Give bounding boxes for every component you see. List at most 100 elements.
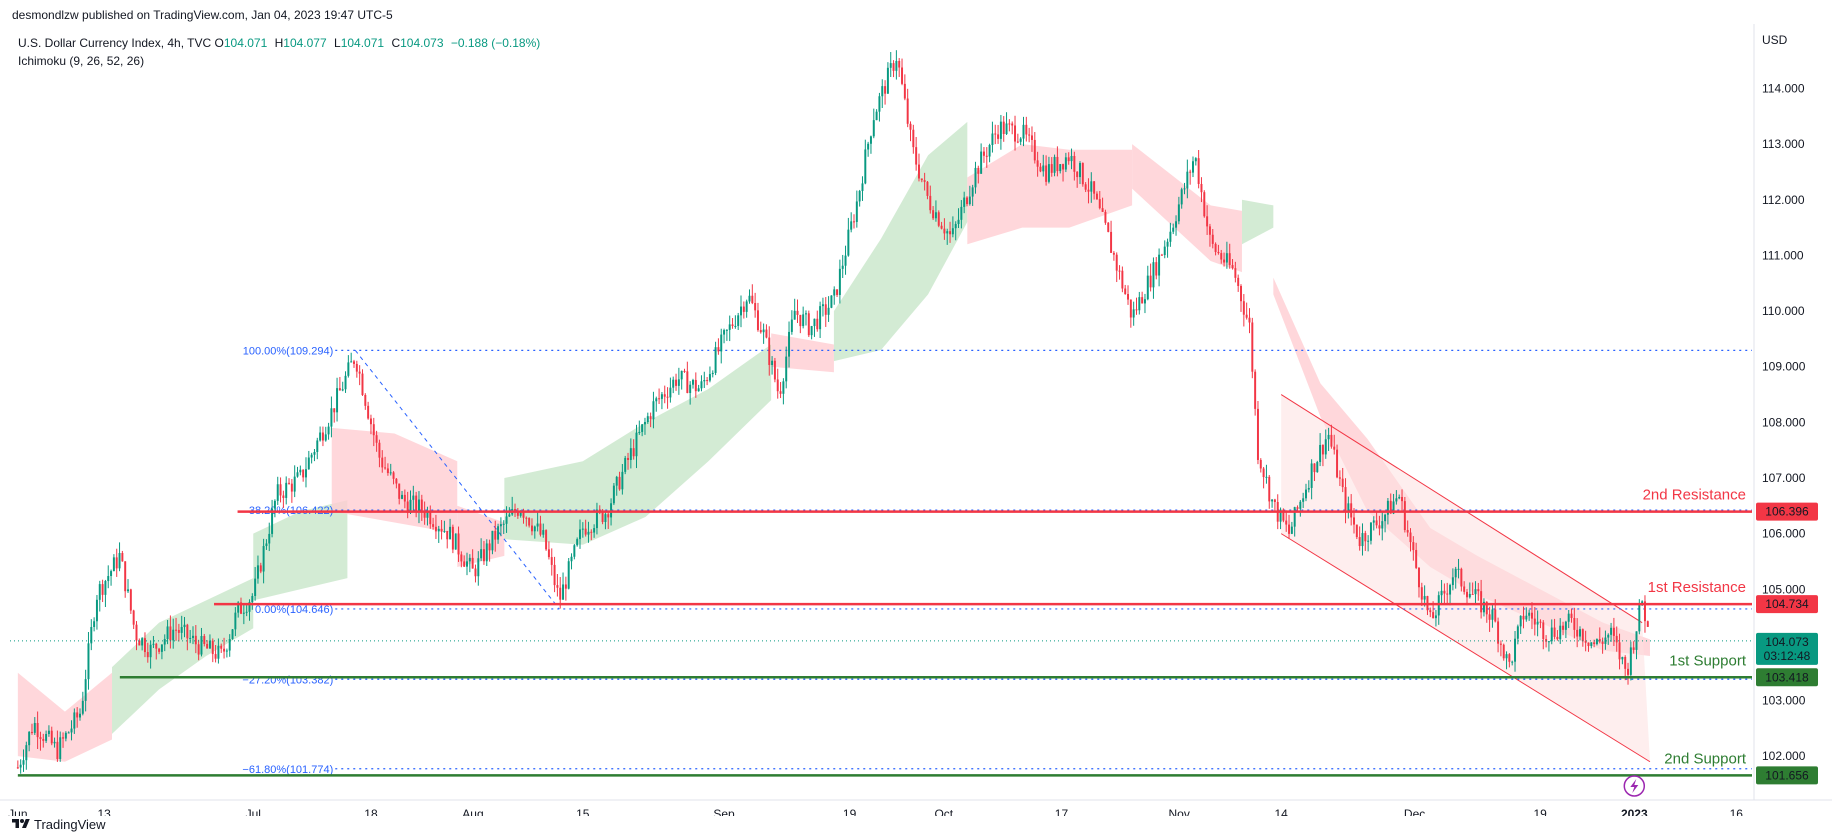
candle-body-154 (451, 526, 454, 550)
candle-body-186 (542, 530, 545, 535)
candle-body-274 (790, 319, 793, 332)
candle-body-145 (426, 510, 429, 518)
candle-body-325 (934, 212, 937, 219)
candle-body-97 (290, 483, 293, 492)
level-name-0: 2nd Resistance (1643, 487, 1746, 504)
candle-body-183 (533, 526, 536, 532)
candle-body-452 (1293, 507, 1296, 527)
level-price-tag-0 (1756, 502, 1818, 521)
candle-body-212 (615, 476, 618, 486)
candle-body-245 (708, 374, 711, 381)
candle-body-196 (570, 556, 573, 562)
legend-row-symbol: U.S. Dollar Currency Index, 4h, TVC O104… (18, 34, 540, 52)
candle-body-558 (1593, 642, 1596, 645)
candle-body-30 (101, 584, 104, 595)
legend-indicator[interactable]: Ichimoku (9, 26, 52, 26) (18, 54, 145, 68)
candle-body-336 (966, 197, 968, 205)
candle-body-324 (932, 210, 935, 219)
candle-body-143 (420, 499, 423, 512)
y-tick-label-4: 110.000 (1762, 304, 1805, 318)
candle-body-8 (39, 737, 42, 739)
candle-body-18 (67, 732, 70, 734)
chart-area[interactable]: 100.00%(109.294)38.20%(106.422)0.00%(104… (0, 24, 1832, 816)
candle-body-416 (1192, 161, 1194, 173)
candle-body-389 (1115, 254, 1118, 271)
candle-body-351 (1008, 123, 1011, 125)
candle-body-364 (1045, 165, 1048, 182)
candle-body-267 (771, 360, 774, 365)
candle-body-425 (1217, 251, 1220, 254)
candle-body-394 (1129, 299, 1132, 318)
candle-body-503 (1437, 595, 1440, 616)
candle-body-279 (804, 313, 807, 315)
candle-body-563 (1607, 634, 1610, 638)
legend-close: 104.073 (400, 36, 444, 50)
candle-body-330 (949, 231, 952, 235)
candle-body-32 (107, 576, 110, 582)
candle-body-479 (1369, 522, 1372, 541)
candle-body-424 (1214, 243, 1217, 252)
candle-body-370 (1062, 164, 1065, 170)
candle-body-75 (228, 639, 231, 651)
candle-body-298 (858, 190, 861, 202)
candle-body-549 (1567, 613, 1570, 622)
candle-body-241 (697, 388, 700, 392)
candle-body-528 (1508, 654, 1511, 662)
candle-body-342 (982, 151, 985, 156)
candle-body-162 (474, 568, 477, 577)
candle-body-37 (121, 553, 124, 562)
candle-body-56 (175, 629, 178, 631)
candle-body-216 (627, 457, 630, 460)
candle-body-422 (1208, 226, 1211, 235)
candle-body-480 (1372, 520, 1375, 523)
candle-body-409 (1172, 227, 1175, 232)
candle-body-419 (1200, 183, 1203, 193)
candle-body-72 (220, 645, 223, 649)
candle-body-436 (1248, 317, 1251, 323)
candle-body-164 (480, 549, 483, 559)
x-tick-label-8: Oct (934, 807, 953, 816)
candle-body-116 (344, 375, 347, 390)
candle-body-444 (1271, 499, 1274, 502)
candle-body-569 (1624, 657, 1627, 669)
candle-body-124 (367, 405, 370, 419)
chart-legend: U.S. Dollar Currency Index, 4h, TVC O104… (18, 34, 540, 70)
legend-symbol[interactable]: U.S. Dollar Currency Index, 4h, TVC (18, 36, 212, 50)
candle-body-248 (717, 347, 720, 352)
price-chart[interactable]: 100.00%(109.294)38.20%(106.422)0.00%(104… (0, 24, 1832, 816)
candle-body-52 (163, 638, 166, 645)
candle-body-233 (675, 379, 678, 386)
candle-body-531 (1516, 626, 1519, 639)
candle-body-417 (1194, 158, 1197, 162)
candle-body-534 (1525, 615, 1528, 620)
candle-body-507 (1449, 585, 1452, 595)
candle-body-430 (1231, 265, 1234, 269)
candle-body-107 (319, 432, 322, 441)
candle-body-533 (1522, 615, 1525, 620)
candle-body-464 (1327, 434, 1330, 440)
candle-body-381 (1093, 181, 1096, 194)
candle-body-46 (146, 652, 149, 658)
candle-body-86 (259, 565, 262, 572)
y-tick-label-3: 111.000 (1762, 248, 1804, 262)
candle-body-571 (1629, 647, 1632, 675)
candle-body-485 (1386, 500, 1389, 515)
candle-body-168 (491, 530, 494, 551)
candle-body-475 (1358, 537, 1361, 547)
candle-body-509 (1454, 568, 1457, 578)
candle-body-198 (576, 539, 579, 546)
candle-body-575 (1641, 601, 1644, 605)
candle-body-355 (1019, 138, 1022, 142)
candle-body-556 (1587, 642, 1590, 647)
candle-body-403 (1155, 262, 1158, 276)
ichimoku-cloud-bull-5 (504, 344, 772, 545)
legend-change: −0.188 (−0.18%) (450, 36, 541, 50)
candle-body-508 (1451, 577, 1454, 586)
candle-body-339 (974, 167, 977, 188)
candle-body-372 (1067, 157, 1070, 162)
candle-body-7 (36, 723, 39, 738)
x-tick-label-12: Dec (1404, 807, 1425, 816)
candle-body-280 (807, 313, 810, 336)
candle-body-307 (884, 86, 887, 94)
candle-body-467 (1336, 449, 1339, 478)
